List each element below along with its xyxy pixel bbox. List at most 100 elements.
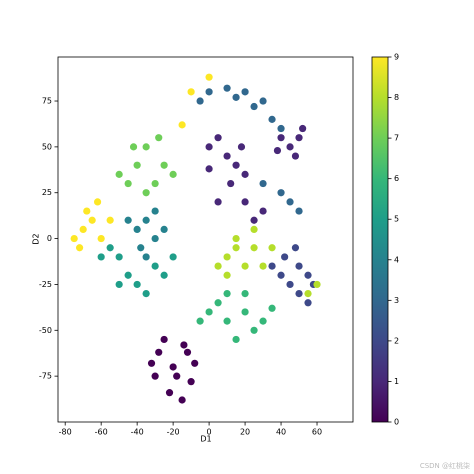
scatter-point <box>124 216 132 224</box>
colorbar-tick-label: 2 <box>394 336 399 345</box>
scatter-point <box>196 97 204 105</box>
scatter-point <box>115 170 123 178</box>
scatter-point <box>142 253 150 261</box>
scatter-point <box>169 170 177 178</box>
y-tick-label: 25 <box>42 188 52 197</box>
scatter-point <box>250 225 258 234</box>
scatter-point <box>205 88 213 96</box>
scatter-point <box>93 198 102 206</box>
colorbar-tick-label: 5 <box>394 215 399 224</box>
scatter-point <box>232 161 240 169</box>
x-tick-label: 20 <box>240 428 250 437</box>
scatter-point <box>232 244 240 252</box>
scatter-point <box>304 299 312 307</box>
scatter-point <box>241 170 249 178</box>
scatter-point <box>187 88 195 96</box>
scatter-point <box>259 317 267 325</box>
scatter-point <box>227 179 235 188</box>
scatter-point <box>259 179 267 188</box>
scatter-point <box>281 253 289 261</box>
scatter-point <box>142 216 150 224</box>
colorbar-tick-label: 3 <box>394 296 399 305</box>
scatter-point <box>129 143 138 151</box>
scatter-point <box>277 124 285 133</box>
y-tick-label: 75 <box>42 97 52 106</box>
scatter-point <box>205 308 213 316</box>
scatter-point <box>259 97 267 105</box>
scatter-point <box>147 359 156 367</box>
scatter-point <box>173 372 181 380</box>
colorbar-tick-label: 9 <box>394 53 399 62</box>
scatter-point <box>304 290 312 298</box>
scatter-point <box>223 253 231 261</box>
scatter-point <box>133 225 141 234</box>
x-tick-label: 40 <box>276 428 286 437</box>
scatter-point <box>241 290 249 298</box>
scatter-point <box>250 244 258 252</box>
scatter-point <box>250 216 258 224</box>
scatter-point <box>223 290 231 298</box>
scatter-point <box>277 134 285 142</box>
scatter-point <box>169 253 177 261</box>
scatter-point <box>196 317 204 325</box>
scatter-point <box>295 262 303 270</box>
scatter-point <box>88 216 96 224</box>
scatter-point <box>295 290 303 298</box>
scatter-point <box>115 280 123 289</box>
scatter-point <box>277 189 285 197</box>
scatter-point <box>142 290 150 298</box>
scatter-point <box>160 225 168 234</box>
scatter-point <box>191 359 199 367</box>
scatter-point <box>214 262 222 270</box>
scatter-point <box>115 253 123 261</box>
scatter-point <box>295 134 303 142</box>
scatter-point <box>313 280 321 289</box>
x-tick-label: 0 <box>207 428 212 437</box>
scatter-point <box>178 121 186 129</box>
scatter-point <box>223 84 231 92</box>
scatter-point <box>83 207 91 215</box>
scatter-point <box>250 326 258 334</box>
scatter-point <box>214 134 222 142</box>
colorbar-tick-label: 4 <box>394 255 399 264</box>
scatter-point <box>286 280 294 289</box>
scatter-point <box>142 143 150 151</box>
scatter-point <box>286 198 294 206</box>
scatter-point <box>178 396 186 404</box>
scatter-point <box>214 198 222 206</box>
scatter-point <box>70 234 78 243</box>
scatter-point <box>268 115 276 123</box>
scatter-point <box>106 244 114 252</box>
scatter-point <box>75 244 84 252</box>
x-tick-label: -80 <box>59 428 72 437</box>
scatter-point <box>155 348 163 356</box>
scatter-point <box>277 271 285 279</box>
scatter-point <box>232 234 240 243</box>
scatter-point <box>97 234 105 243</box>
scatter-point <box>214 299 222 307</box>
scatter-point <box>268 262 276 270</box>
scatter-point <box>151 372 159 380</box>
scatter-point <box>160 335 168 344</box>
scatter-point <box>133 280 141 289</box>
colorbar-tick-label: 8 <box>394 93 399 102</box>
colorbar-tick-label: 0 <box>394 418 399 427</box>
scatter-point <box>133 161 141 169</box>
scatter-point <box>273 146 282 155</box>
scatter-point <box>151 234 159 243</box>
scatter-point <box>151 179 159 188</box>
colorbar-tick-label: 1 <box>394 377 399 386</box>
scatter-point <box>268 304 276 312</box>
scatter-point <box>79 225 87 234</box>
x-tick-label: -20 <box>167 428 180 437</box>
scatter-point <box>155 134 163 142</box>
scatter-point <box>241 198 249 206</box>
colorbar-tick-label: 6 <box>394 174 399 183</box>
scatter-point <box>241 88 249 96</box>
y-axis-label: D2 <box>32 233 41 244</box>
watermark: CSDN @红桃柒 <box>420 461 470 470</box>
scatter-point <box>169 363 177 371</box>
scatter-point <box>259 207 267 215</box>
scatter-point <box>299 124 307 133</box>
